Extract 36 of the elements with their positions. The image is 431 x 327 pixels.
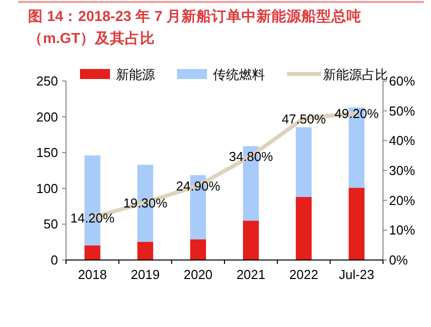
y2-tick-label: 40% (389, 133, 416, 148)
bar (242, 220, 259, 260)
chart-title: 图 14：2018-23 年 7 月新船订单中新能源船型总吨（m.GT）及其占比 (28, 8, 363, 49)
legend-label: 新能源 (116, 67, 155, 82)
data-label: 24.90% (176, 178, 221, 194)
y2-tick-label: 60% (389, 74, 416, 88)
y-tick-label: 150 (36, 145, 58, 160)
x-tick-label: 2019 (130, 267, 160, 282)
x-tick-label: Jul-23 (338, 267, 374, 282)
x-tick-label: 2021 (236, 267, 266, 282)
y-tick-label: 50 (44, 216, 58, 232)
y-tick-label: 200 (36, 109, 58, 124)
y-tick-label: 250 (36, 74, 58, 88)
y-tick-label: 100 (36, 180, 58, 196)
legend-label: 新能源占比 (323, 67, 388, 82)
x-tick-label: 2022 (289, 267, 318, 282)
bar (84, 245, 100, 260)
legend-label: 传统燃料 (213, 67, 265, 82)
bar (296, 127, 312, 197)
data-label: 47.50% (282, 111, 326, 126)
bar (137, 242, 154, 260)
y2-tick-label: 50% (389, 103, 416, 118)
data-label: 49.20% (334, 106, 380, 122)
y2-tick-label: 10% (389, 222, 416, 238)
data-label: 19.30% (123, 195, 168, 210)
x-tick-label: 2020 (184, 267, 213, 282)
bar (190, 239, 206, 260)
data-label: 34.80% (228, 149, 274, 164)
y2-tick-label: 20% (389, 192, 416, 208)
y-tick-label: 0 (50, 252, 58, 268)
bar (296, 196, 312, 260)
bar (348, 188, 365, 260)
data-label: 14.20% (70, 210, 115, 226)
y2-tick-label: 30% (389, 163, 416, 178)
x-tick-label: 2018 (78, 267, 107, 282)
y2-tick-label: 0% (389, 252, 408, 268)
